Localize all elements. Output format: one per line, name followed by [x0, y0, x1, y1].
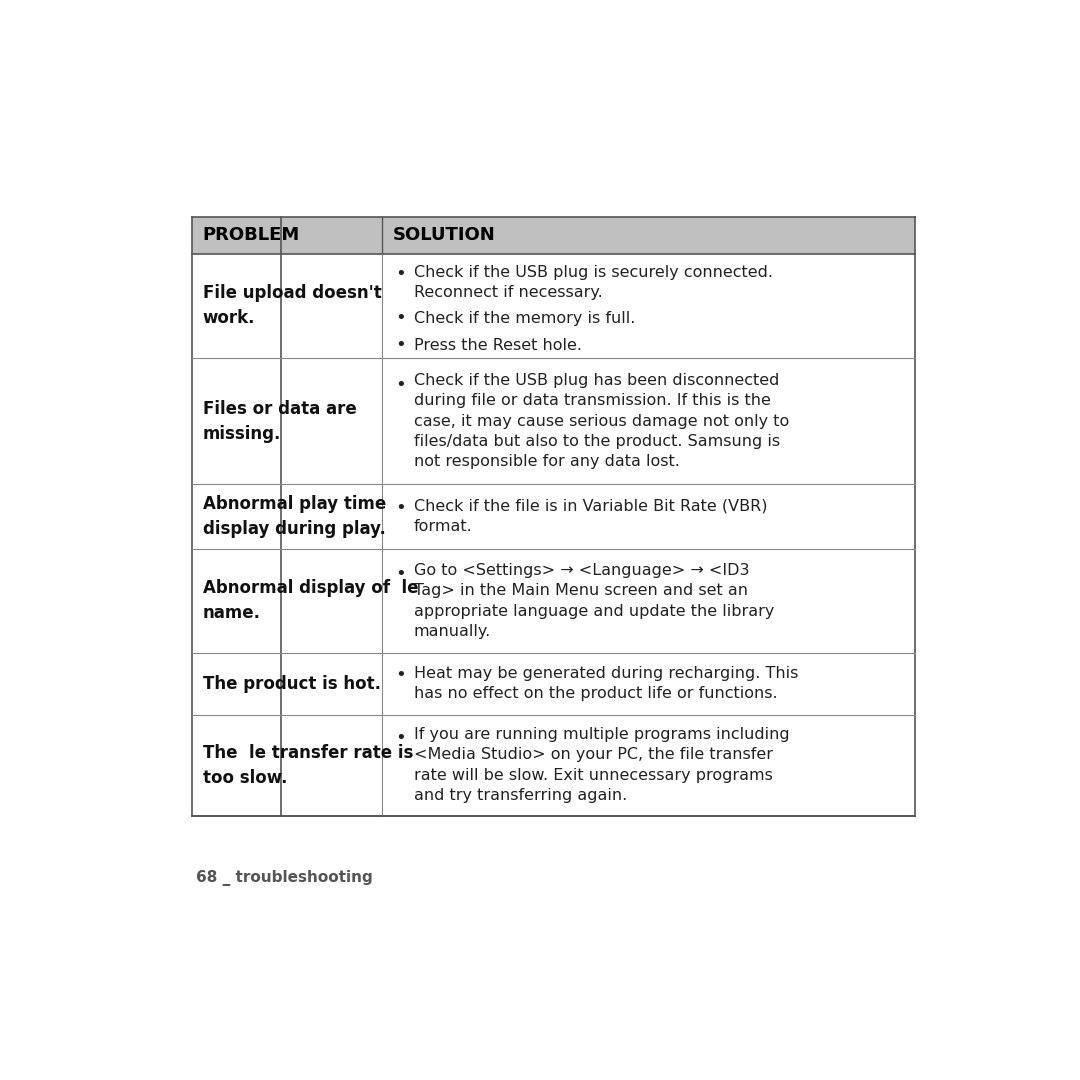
- Text: File upload doesn't
work.: File upload doesn't work.: [203, 284, 381, 327]
- Text: SOLUTION: SOLUTION: [393, 227, 496, 244]
- Text: •: •: [395, 565, 406, 583]
- Text: Files or data are
missing.: Files or data are missing.: [203, 400, 356, 443]
- Text: The product is hot.: The product is hot.: [203, 675, 381, 692]
- Bar: [192, 652, 915, 715]
- Text: •: •: [395, 499, 406, 516]
- Text: •: •: [395, 377, 406, 394]
- Text: •: •: [395, 665, 406, 684]
- Text: Press the Reset hole.: Press the Reset hole.: [414, 338, 582, 352]
- Text: Check if the USB plug is securely connected.
Reconnect if necessary.: Check if the USB plug is securely connec…: [414, 265, 772, 300]
- Text: Check if the USB plug has been disconnected
during file or data transmission. If: Check if the USB plug has been disconnec…: [414, 373, 789, 470]
- Bar: [192, 217, 915, 254]
- Bar: [192, 484, 915, 549]
- Text: If you are running multiple programs including
<Media Studio> on your PC, the fi: If you are running multiple programs inc…: [414, 727, 789, 804]
- Text: Check if the file is in Variable Bit Rate (VBR)
format.: Check if the file is in Variable Bit Rat…: [414, 499, 767, 535]
- Text: The  le transfer rate is
too slow.: The le transfer rate is too slow.: [203, 744, 414, 786]
- Text: Check if the memory is full.: Check if the memory is full.: [414, 311, 635, 326]
- Bar: [192, 549, 915, 652]
- Bar: [192, 357, 915, 484]
- Bar: [192, 715, 915, 815]
- Bar: [192, 254, 915, 357]
- Text: •: •: [395, 336, 406, 354]
- Text: Abnormal display of  le
name.: Abnormal display of le name.: [203, 579, 418, 622]
- Text: •: •: [395, 729, 406, 747]
- Text: •: •: [395, 309, 406, 327]
- Text: Heat may be generated during recharging. This
has no effect on the product life : Heat may be generated during recharging.…: [414, 666, 798, 701]
- Text: 68 _ troubleshooting: 68 _ troubleshooting: [197, 870, 373, 886]
- Text: Go to <Settings> → <Language> → <ID3
Tag> in the Main Menu screen and set an
app: Go to <Settings> → <Language> → <ID3 Tag…: [414, 563, 774, 639]
- Text: PROBLEM: PROBLEM: [203, 227, 300, 244]
- Text: •: •: [395, 265, 406, 283]
- Text: Abnormal play time
display during play.: Abnormal play time display during play.: [203, 495, 386, 538]
